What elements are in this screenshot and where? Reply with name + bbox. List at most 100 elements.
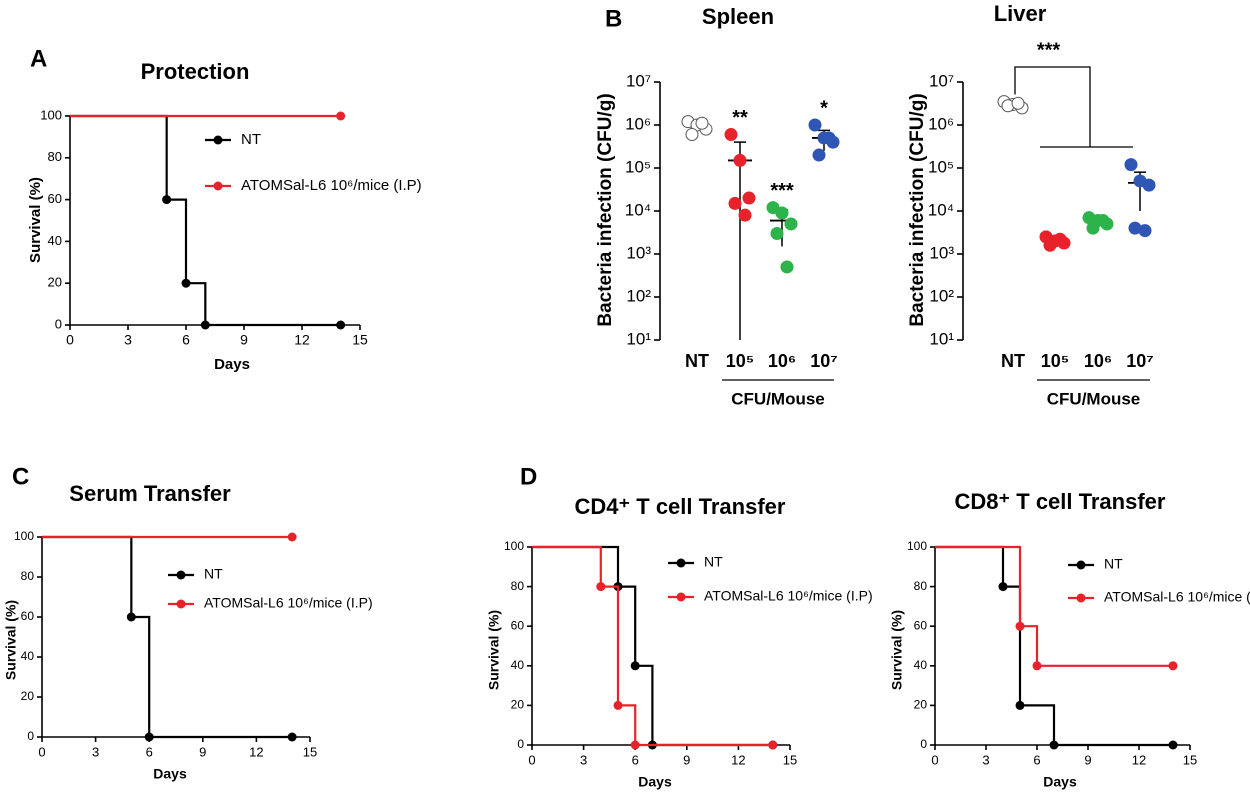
data-point [742, 191, 756, 205]
y-tick-label: 10¹ [929, 329, 954, 348]
x-tick-label: 6 [1033, 752, 1040, 767]
survival-point [768, 740, 778, 750]
legend-marker [1076, 560, 1086, 570]
survival-point [287, 532, 297, 542]
data-point [1142, 178, 1156, 192]
survival-point [630, 661, 640, 671]
survival-point [126, 612, 136, 622]
y-tick-label: 100 [907, 539, 927, 553]
y-tick-label: 0 [55, 316, 62, 331]
panel-0: Protection A 0 3 6 9 12 15 0 20 40 60 80 100 Days Survi… [27, 45, 422, 373]
y-tick-label: 60 [511, 618, 525, 632]
y-tick-label: 80 [511, 579, 525, 593]
legend-marker [676, 558, 686, 568]
y-tick-label: 100 [14, 529, 34, 543]
legend-marker [1076, 593, 1086, 603]
data-point [775, 206, 789, 220]
y-tick-label: 80 [48, 149, 62, 164]
legend-marker [213, 181, 223, 191]
x-axis-label: CFU/Mouse [731, 389, 825, 408]
y-axis-label: Survival (%) [27, 177, 44, 263]
y-tick-label: 0 [517, 737, 524, 751]
x-tick-label: 3 [124, 332, 132, 348]
y-tick-label: 10⁴ [625, 200, 651, 219]
survival-point [181, 278, 191, 288]
legend-marker [176, 570, 186, 580]
x-axis-label: Days [1043, 774, 1077, 790]
y-tick-label: 10⁵ [625, 157, 651, 176]
x-tick-label: 10⁷ [810, 351, 837, 371]
legend-marker [176, 599, 186, 609]
survival-point [613, 700, 623, 710]
data-point [822, 131, 836, 145]
x-tick-label: 15 [1183, 752, 1197, 767]
x-tick-label: 6 [146, 744, 153, 759]
x-tick-label: 9 [240, 332, 248, 348]
y-tick-label: 20 [914, 698, 928, 712]
x-tick-label: NT [1001, 351, 1025, 371]
y-tick-label: 10⁴ [928, 200, 954, 219]
survival-point [200, 320, 210, 330]
y-tick-label: 80 [21, 569, 35, 583]
panel-label: D [520, 463, 537, 490]
x-axis-label: Days [638, 774, 672, 790]
y-tick-label: 10² [626, 286, 651, 305]
x-tick-label: 0 [66, 332, 74, 348]
chart-title: CD8⁺ T cell Transfer [955, 489, 1166, 514]
x-tick-label: 10⁶ [1084, 351, 1112, 371]
data-point [1011, 96, 1025, 110]
x-tick-label: 10⁵ [1041, 351, 1069, 371]
x-axis-label: Days [153, 766, 187, 782]
y-tick-label: 100 [504, 539, 524, 553]
legend-label: NT [204, 566, 223, 582]
legend-label: ATOMSal-L6 10⁶/mice (I.P) [204, 595, 373, 611]
panel-label: A [30, 45, 47, 72]
data-point [770, 226, 784, 240]
y-tick-label: 20 [48, 275, 62, 290]
data-point [780, 260, 794, 274]
y-tick-label: 60 [21, 609, 35, 623]
x-tick-label: 3 [92, 744, 99, 759]
data-point [685, 128, 699, 142]
y-tick-label: 10⁶ [625, 114, 651, 133]
survival-point [998, 582, 1008, 592]
y-axis-label: Survival (%) [3, 600, 19, 680]
survival-point [144, 732, 154, 742]
legend-label: ATOMSal-L6 10⁶/mice (I.P) [704, 588, 873, 604]
x-tick-label: 6 [182, 332, 190, 348]
survival-point [1168, 661, 1178, 671]
y-tick-label: 10³ [929, 243, 954, 262]
y-tick-label: 20 [21, 689, 35, 703]
y-tick-label: 10⁵ [928, 157, 954, 176]
survival-line [70, 114, 341, 327]
survival-line [532, 545, 773, 747]
survival-line [42, 535, 293, 739]
significance: *** [1037, 39, 1061, 61]
chart-title: CD4⁺ T cell Transfer [575, 494, 786, 519]
significance: * [820, 97, 828, 119]
data-point [1138, 224, 1152, 238]
data-point [1096, 214, 1110, 228]
survival-line [935, 545, 1173, 747]
y-tick-label: 40 [48, 233, 62, 248]
chart-title: Spleen [702, 4, 774, 29]
y-tick-label: 10¹ [626, 329, 651, 348]
data-point [1043, 238, 1057, 252]
survival-point [596, 582, 606, 592]
survival-line [532, 545, 773, 747]
survival-point [1015, 700, 1025, 710]
x-tick-label: 12 [731, 752, 745, 767]
significance: *** [770, 180, 794, 202]
y-tick-label: 0 [920, 737, 927, 751]
x-axis-label: Days [214, 356, 250, 373]
y-tick-label: 40 [21, 649, 35, 663]
legend-marker [676, 592, 686, 602]
panel-3: Serum Transfer C 0 3 6 9 12 15 0 20 40 60 80 100 Days S… [3, 463, 373, 781]
y-tick-label: 10⁶ [928, 114, 954, 133]
chart-title: Protection [141, 59, 250, 84]
y-tick-label: 20 [511, 698, 525, 712]
legend-label: ATOMSal-L6 10⁶/mice (I.P) [241, 177, 422, 194]
legend-marker [213, 135, 223, 145]
y-tick-label: 40 [914, 658, 928, 672]
